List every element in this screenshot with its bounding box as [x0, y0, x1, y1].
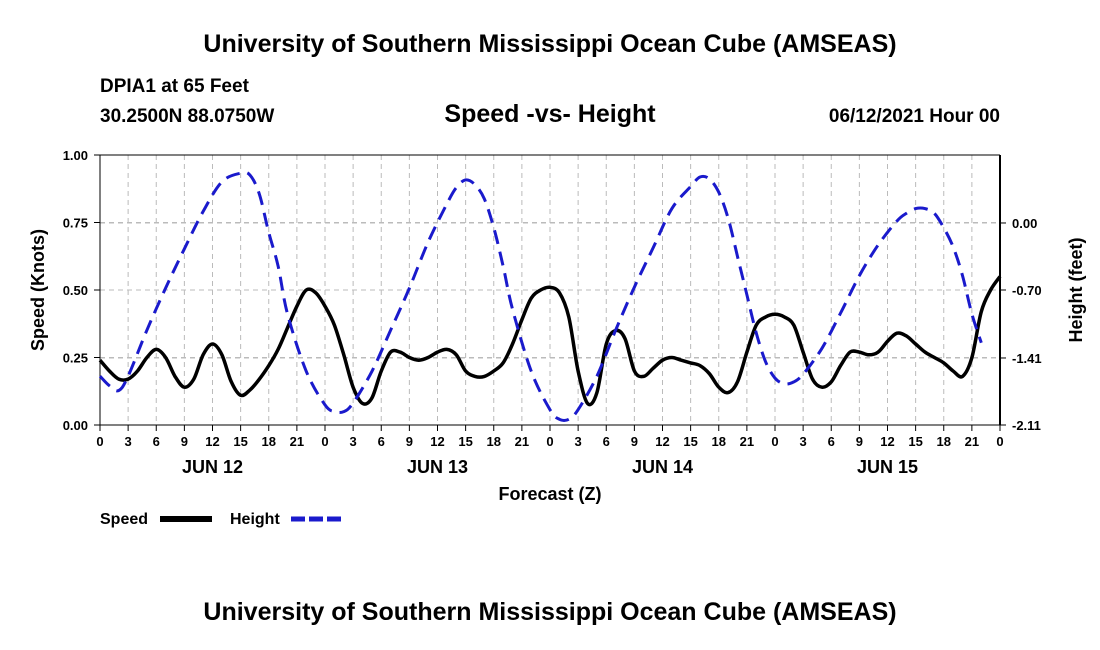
y-right-tick-label: -2.11: [1012, 418, 1041, 433]
forecast-datetime: 06/12/2021 Hour 00: [828, 106, 1000, 127]
x-tick-label: 18: [487, 434, 501, 449]
x-tick-label: 21: [965, 434, 979, 449]
y-right-axis-title: Height (feet): [1066, 238, 1086, 343]
x-tick-label: 3: [575, 434, 582, 449]
x-tick-label: 12: [205, 434, 219, 449]
legend-label-height: Height: [230, 511, 280, 528]
x-tick-label: 0: [321, 434, 328, 449]
y-tick-label: 0.00: [63, 418, 88, 433]
chart-title-top: University of Southern Mississippi Ocean…: [203, 30, 897, 58]
x-tick-label: 15: [233, 434, 247, 449]
chart-subtitle: Speed -vs- Height: [444, 100, 656, 128]
day-label: JUN 13: [407, 457, 468, 477]
x-tick-label: 21: [740, 434, 754, 449]
station-label: DPIA1 at 65 Feet: [100, 76, 249, 97]
x-axis-title: Forecast (Z): [498, 484, 601, 504]
x-tick-label: 15: [683, 434, 697, 449]
x-tick-label: 9: [181, 434, 188, 449]
x-tick-label: 9: [406, 434, 413, 449]
x-tick-label: 15: [908, 434, 922, 449]
x-tick-label: 15: [458, 434, 472, 449]
y-axis-title: Speed (Knots): [28, 229, 48, 351]
x-tick-label: 12: [655, 434, 669, 449]
y-tick-label: 0.75: [63, 216, 88, 231]
x-tick-label: 3: [125, 434, 132, 449]
height-series-line: [98, 170, 983, 422]
x-tick-label: 3: [350, 434, 357, 449]
day-label: JUN 12: [182, 457, 243, 477]
day-label: JUN 14: [632, 457, 693, 477]
x-tick-label: 21: [515, 434, 529, 449]
x-tick-label: 12: [430, 434, 444, 449]
x-tick-label: 6: [828, 434, 835, 449]
y-right-tick-label: 0.00: [1012, 216, 1037, 231]
chart-title-bottom: University of Southern Mississippi Ocean…: [203, 598, 897, 626]
x-tick-label: 9: [856, 434, 863, 449]
x-tick-label: 18: [937, 434, 951, 449]
day-label: JUN 15: [857, 457, 918, 477]
x-tick-label: 12: [880, 434, 894, 449]
x-tick-label: 0: [96, 434, 103, 449]
x-tick-label: 3: [800, 434, 807, 449]
x-tick-label: 18: [262, 434, 276, 449]
x-tick-label: 0: [546, 434, 553, 449]
y-tick-label: 0.50: [63, 283, 88, 298]
x-tick-label: 18: [712, 434, 726, 449]
speed-series-line: [98, 275, 1002, 407]
legend-label-speed: Speed: [100, 511, 148, 528]
x-tick-label: 21: [290, 434, 304, 449]
y-tick-label: 0.25: [63, 351, 88, 366]
station-coordinates: 30.2500N 88.0750W: [100, 106, 275, 127]
x-tick-label: 6: [378, 434, 385, 449]
x-tick-label: 0: [996, 434, 1003, 449]
y-right-tick-label: -0.70: [1012, 283, 1042, 298]
x-tick-label: 9: [631, 434, 638, 449]
x-tick-label: 0: [771, 434, 778, 449]
x-tick-label: 6: [153, 434, 160, 449]
y-tick-label: 1.00: [63, 148, 88, 163]
x-tick-label: 6: [603, 434, 610, 449]
y-right-tick-label: -1.41: [1012, 351, 1042, 366]
